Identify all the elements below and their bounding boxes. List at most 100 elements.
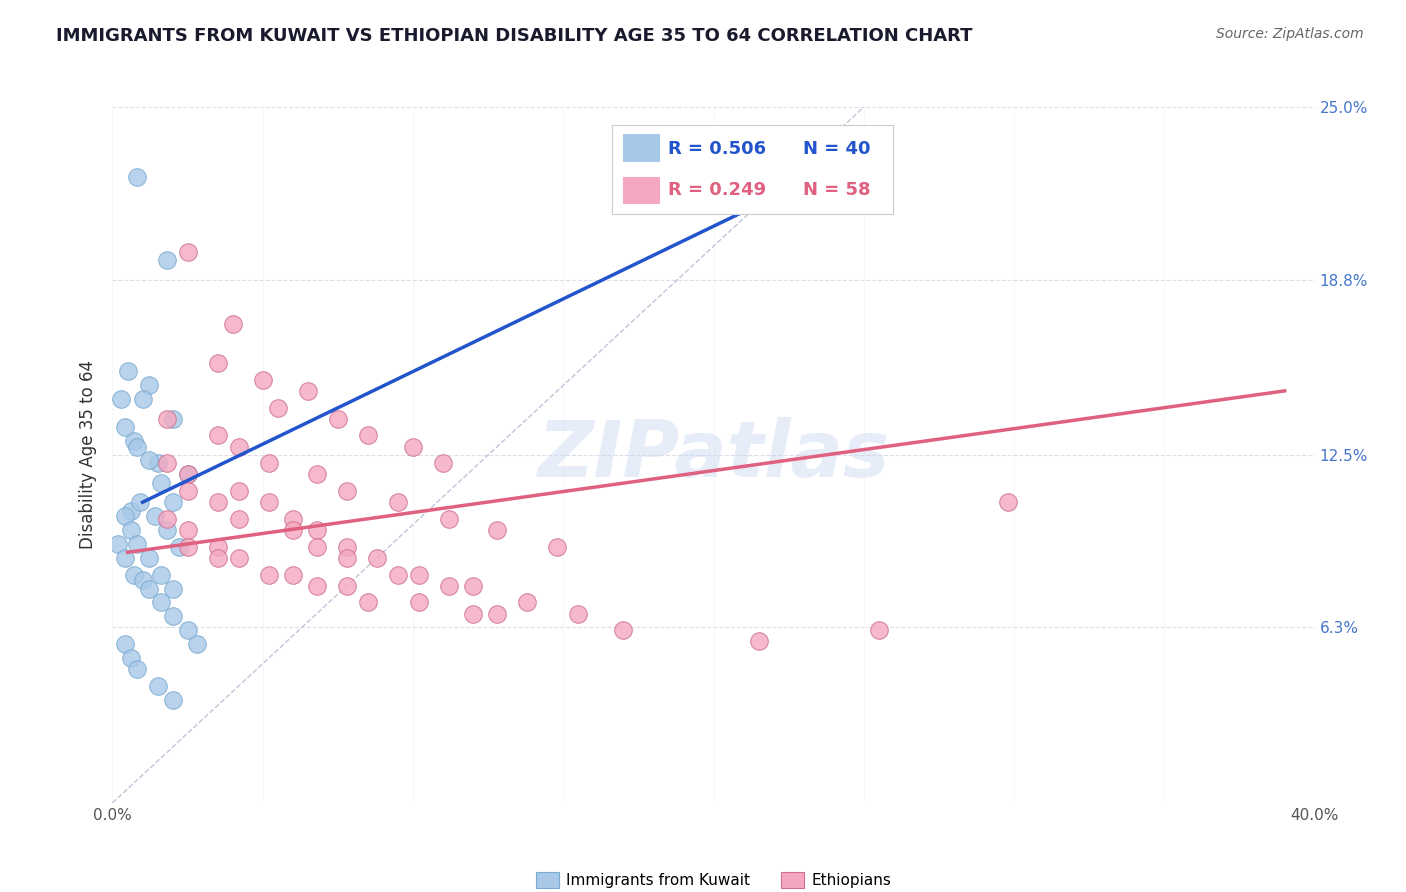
Point — [257, 456, 280, 470]
Point — [387, 567, 409, 582]
Point — [110, 392, 132, 407]
Point — [162, 582, 184, 596]
Point — [155, 456, 177, 470]
Point — [131, 392, 153, 407]
Point — [336, 540, 359, 554]
Point — [228, 440, 250, 454]
Point — [176, 244, 198, 259]
Text: ZIPatlas: ZIPatlas — [537, 417, 890, 493]
Point — [131, 573, 153, 587]
Point — [297, 384, 319, 398]
Point — [114, 509, 136, 524]
Text: Source: ZipAtlas.com: Source: ZipAtlas.com — [1216, 27, 1364, 41]
Y-axis label: Disability Age 35 to 64: Disability Age 35 to 64 — [79, 360, 97, 549]
Point — [125, 537, 148, 551]
Point — [162, 693, 184, 707]
Point — [114, 420, 136, 434]
Point — [305, 467, 328, 482]
Point — [120, 523, 142, 537]
Point — [336, 550, 359, 565]
Text: R = 0.249: R = 0.249 — [668, 181, 766, 199]
Point — [155, 411, 177, 425]
Point — [222, 317, 245, 331]
Point — [167, 540, 190, 554]
Point — [486, 607, 509, 621]
Point — [176, 467, 198, 482]
Point — [402, 440, 425, 454]
Point — [138, 550, 160, 565]
Point — [437, 512, 460, 526]
Point — [125, 662, 148, 676]
Point — [267, 401, 290, 415]
Point — [281, 512, 304, 526]
Point — [546, 540, 568, 554]
Text: N = 58: N = 58 — [803, 181, 870, 199]
Point — [228, 512, 250, 526]
Point — [125, 169, 148, 184]
Point — [326, 411, 349, 425]
Point — [281, 567, 304, 582]
Point — [146, 679, 169, 693]
Point — [176, 523, 198, 537]
Text: IMMIGRANTS FROM KUWAIT VS ETHIOPIAN DISABILITY AGE 35 TO 64 CORRELATION CHART: IMMIGRANTS FROM KUWAIT VS ETHIOPIAN DISA… — [56, 27, 973, 45]
Point — [176, 484, 198, 499]
Point — [228, 550, 250, 565]
Point — [612, 624, 634, 638]
Point — [252, 373, 274, 387]
Point — [748, 634, 770, 648]
Point — [336, 579, 359, 593]
Point — [155, 253, 177, 268]
Point — [281, 523, 304, 537]
Point — [149, 595, 172, 609]
Point — [117, 364, 139, 378]
Point — [138, 582, 160, 596]
Point — [868, 624, 890, 638]
Point — [336, 484, 359, 499]
Point — [257, 495, 280, 509]
Point — [207, 540, 229, 554]
Point — [114, 550, 136, 565]
Point — [146, 456, 169, 470]
Point — [176, 540, 198, 554]
Point — [107, 537, 129, 551]
Point — [432, 456, 454, 470]
Point — [155, 512, 177, 526]
Point — [486, 523, 509, 537]
Point — [387, 495, 409, 509]
Point — [357, 428, 380, 442]
Point — [366, 550, 388, 565]
Point — [408, 567, 430, 582]
Point — [997, 495, 1019, 509]
Point — [461, 579, 484, 593]
Point — [143, 509, 166, 524]
Text: R = 0.506: R = 0.506 — [668, 140, 766, 158]
Point — [186, 637, 208, 651]
Point — [120, 651, 142, 665]
Point — [228, 484, 250, 499]
Point — [176, 624, 198, 638]
Point — [207, 356, 229, 370]
Point — [138, 453, 160, 467]
Point — [305, 579, 328, 593]
Point — [122, 434, 145, 448]
Bar — [623, 134, 659, 161]
Point — [138, 378, 160, 392]
Point — [162, 609, 184, 624]
Point — [176, 467, 198, 482]
Point — [305, 523, 328, 537]
Bar — [623, 177, 659, 203]
Point — [120, 503, 142, 517]
Point — [408, 595, 430, 609]
Point — [114, 637, 136, 651]
Text: N = 40: N = 40 — [803, 140, 870, 158]
Legend: Immigrants from Kuwait, Ethiopians: Immigrants from Kuwait, Ethiopians — [530, 866, 897, 892]
Point — [567, 607, 589, 621]
Point — [128, 495, 150, 509]
Point — [162, 495, 184, 509]
Point — [357, 595, 380, 609]
Point — [149, 475, 172, 490]
Point — [516, 595, 538, 609]
Point — [149, 567, 172, 582]
Point — [207, 495, 229, 509]
Point — [461, 607, 484, 621]
